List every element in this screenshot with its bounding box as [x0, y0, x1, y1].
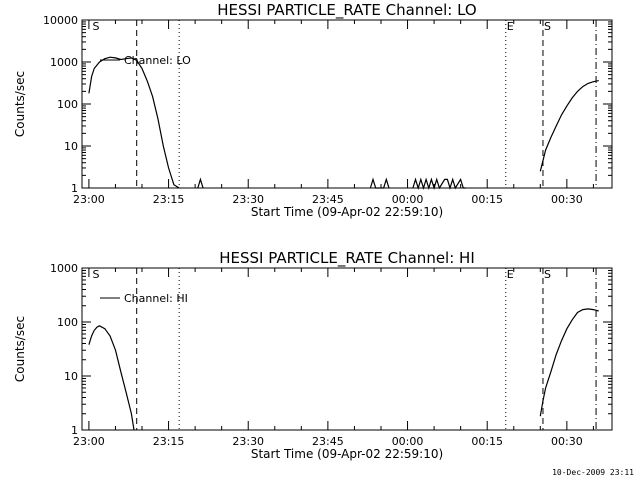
chart-title-1: HESSI PARTICLE_RATE Channel: HI: [219, 249, 475, 268]
data-line-1-1: [539, 308, 599, 417]
plot-frame-0: [81, 19, 613, 189]
data-line-0-4: [539, 80, 599, 172]
event-marker-label-0-0: S: [93, 20, 100, 33]
event-marker-label-0-3: E: [507, 20, 514, 33]
event-marker-label-1-0: S: [93, 268, 100, 281]
y-tick-label-1-2: 100: [57, 316, 78, 329]
x-tick-label-0-0: 23:00: [73, 193, 105, 206]
y-axis-label-1: Counts/sec: [13, 316, 27, 382]
x-axis-label-0: Start Time (09-Apr-02 22:59:10): [251, 205, 443, 219]
x-tick-label-1-5: 00:15: [471, 435, 503, 448]
y-tick-label-1-0: 1: [71, 424, 78, 437]
date-stamp: 10-Dec-2009 23:11: [552, 468, 634, 477]
y-tick-label-1-1: 10: [64, 370, 78, 383]
event-marker-label-0-4: S: [544, 20, 551, 33]
x-tick-label-1-0: 23:00: [73, 435, 105, 448]
x-axis-label-1: Start Time (09-Apr-02 22:59:10): [251, 447, 443, 461]
event-marker-label-1-3: E: [507, 268, 514, 281]
plot-frame-1: [81, 267, 613, 431]
x-tick-label-0-3: 23:45: [312, 193, 344, 206]
x-tick-label-0-6: 00:30: [551, 193, 583, 206]
data-line-0-0: [88, 56, 180, 189]
data-line-1-0: [88, 325, 135, 431]
data-line-0-1: [197, 177, 204, 189]
x-tick-label-0-2: 23:30: [232, 193, 264, 206]
y-axis-label-0: Counts/sec: [13, 71, 27, 137]
x-tick-label-0-5: 00:15: [471, 193, 503, 206]
y-tick-label-0-2: 100: [57, 98, 78, 111]
x-tick-label-1-2: 23:30: [232, 435, 264, 448]
data-line-0-2: [369, 177, 390, 189]
x-tick-label-0-4: 00:00: [392, 193, 424, 206]
event-marker-label-1-4: S: [544, 268, 551, 281]
y-tick-label-1-3: 1000: [50, 262, 78, 275]
legend-label-1: Channel: HI: [124, 292, 188, 305]
chart-title-0: HESSI PARTICLE_RATE Channel: LO: [217, 1, 476, 20]
x-tick-label-1-4: 00:00: [392, 435, 424, 448]
legend-label-0: Channel: LO: [124, 54, 191, 67]
x-tick-label-1-6: 00:30: [551, 435, 583, 448]
x-tick-label-1-1: 23:15: [153, 435, 185, 448]
x-tick-label-1-3: 23:45: [312, 435, 344, 448]
y-tick-label-0-3: 1000: [50, 56, 78, 69]
x-tick-label-0-1: 23:15: [153, 193, 185, 206]
y-tick-label-0-4: 10000: [43, 14, 78, 27]
y-tick-label-0-0: 1: [71, 182, 78, 195]
data-line-0-3: [412, 177, 466, 191]
y-tick-label-0-1: 10: [64, 140, 78, 153]
